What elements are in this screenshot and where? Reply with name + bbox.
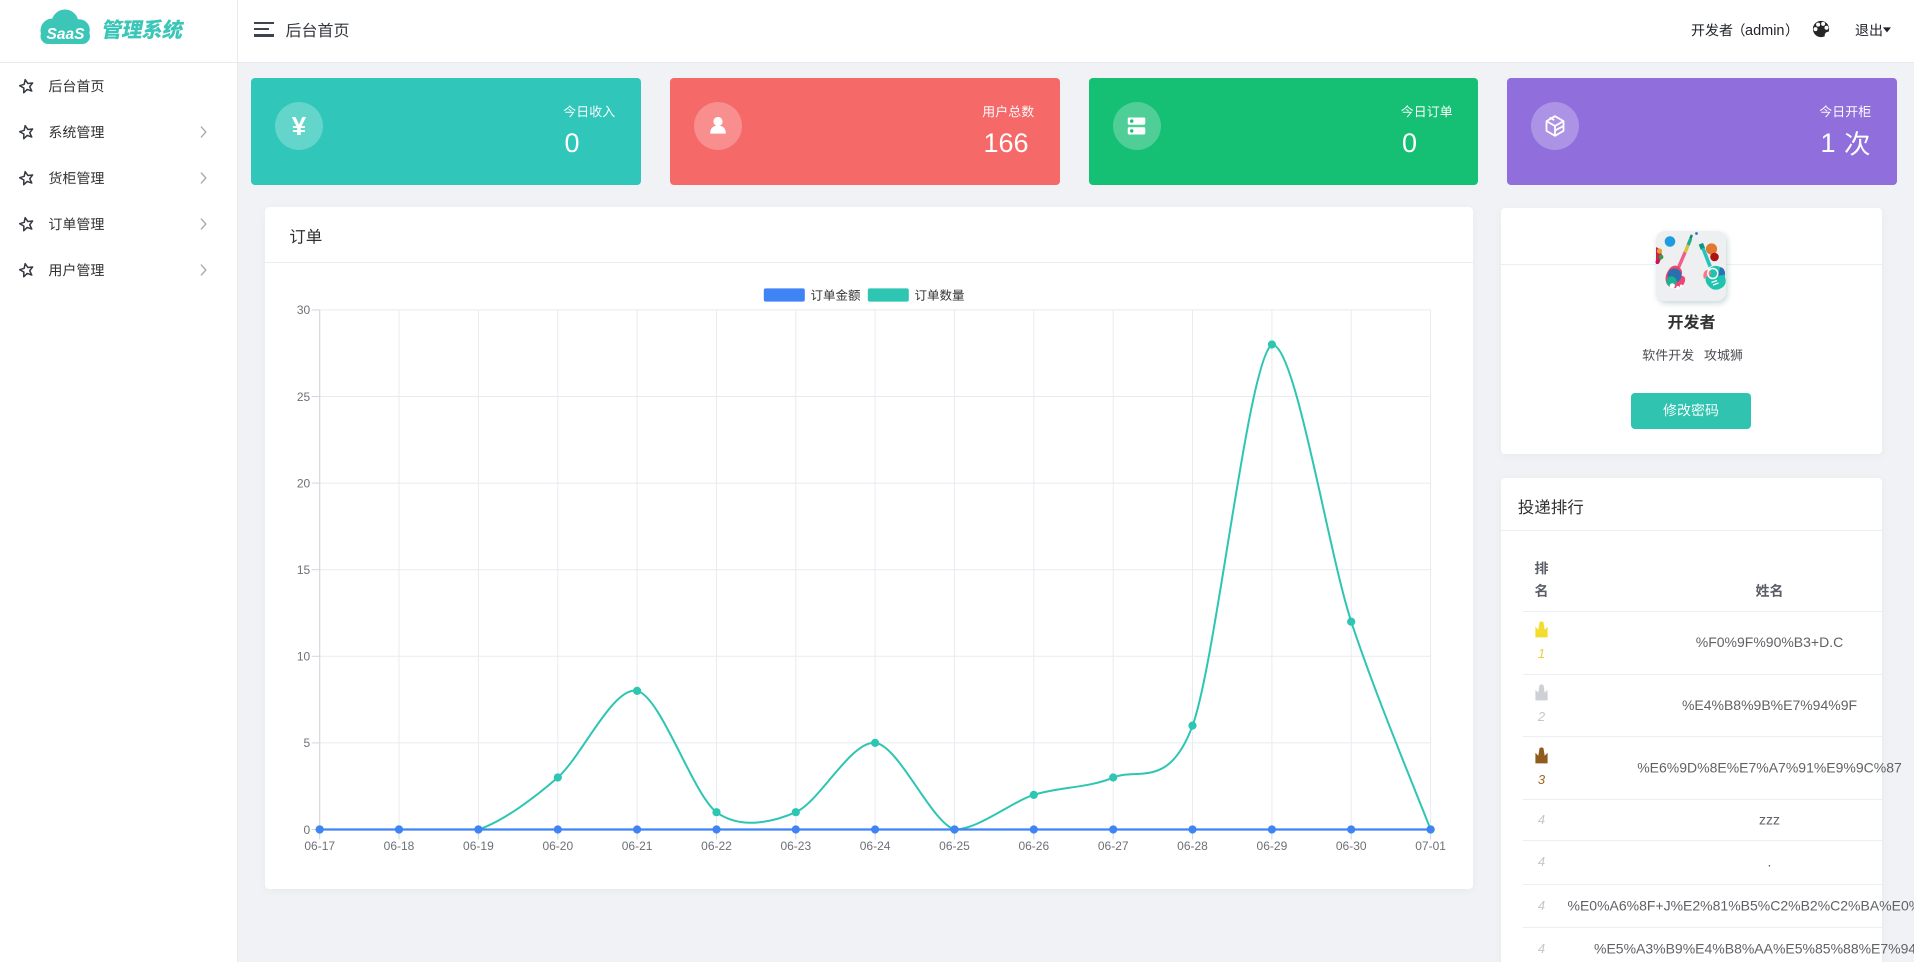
svg-text:admin: admin: [1745, 23, 1785, 39]
svg-text:%E6%9D%8E%E7%A7%91%E9%9C%87: %E6%9D%8E%E7%A7%91%E9%9C%87: [1637, 760, 1902, 776]
svg-text:06-28: 06-28: [1177, 839, 1208, 853]
svg-text:06-24: 06-24: [860, 839, 891, 853]
svg-text:0: 0: [1402, 128, 1417, 158]
svg-text:4: 4: [1538, 812, 1545, 827]
svg-text:4: 4: [1538, 941, 1545, 956]
svg-text:06-26: 06-26: [1018, 839, 1049, 853]
svg-text:%E0%A6%8F+J%E2%81%B5%C2%B2%C2%: %E0%A6%8F+J%E2%81%B5%C2%B2%C2%BA%E0%A6%8…: [1568, 897, 1914, 913]
svg-text:4: 4: [1538, 854, 1545, 869]
svg-text:06-30: 06-30: [1336, 839, 1367, 853]
svg-text:06-17: 06-17: [304, 839, 335, 853]
svg-text:06-25: 06-25: [939, 839, 970, 853]
svg-text:4: 4: [1538, 898, 1545, 913]
svg-text:15: 15: [297, 563, 311, 577]
svg-text:20: 20: [297, 476, 311, 490]
svg-text:06-18: 06-18: [384, 839, 415, 853]
svg-text:07-01: 07-01: [1415, 839, 1446, 853]
svg-text:06-22: 06-22: [701, 839, 732, 853]
svg-text:5: 5: [304, 736, 311, 750]
svg-text:0: 0: [304, 823, 311, 837]
svg-text:%E4%B8%9B%E7%94%9F: %E4%B8%9B%E7%94%9F: [1682, 697, 1857, 713]
svg-text:30: 30: [297, 303, 311, 317]
svg-text:06-27: 06-27: [1098, 839, 1129, 853]
svg-text:0: 0: [565, 128, 580, 158]
svg-text:zzz: zzz: [1759, 811, 1780, 827]
svg-text:06-23: 06-23: [780, 839, 811, 853]
svg-text:06-29: 06-29: [1257, 839, 1288, 853]
svg-text:166: 166: [984, 128, 1029, 158]
svg-text:06-21: 06-21: [622, 839, 653, 853]
svg-text:06-20: 06-20: [542, 839, 573, 853]
svg-text:1: 1: [1538, 646, 1545, 661]
svg-text:10: 10: [297, 650, 311, 664]
svg-text:%F0%9F%90%B3+D.C: %F0%9F%90%B3+D.C: [1696, 634, 1843, 650]
svg-text:.: .: [1768, 854, 1772, 870]
svg-text:2: 2: [1537, 709, 1546, 724]
svg-text:1: 1: [1821, 128, 1836, 158]
svg-text:25: 25: [297, 390, 311, 404]
svg-text:%E5%A3%B9%E4%B8%AA%E5%85%88%E7: %E5%A3%B9%E4%B8%AA%E5%85%88%E7%94%9F%E5%…: [1594, 941, 1914, 957]
svg-text:¥: ¥: [292, 111, 307, 141]
svg-text:06-19: 06-19: [463, 839, 494, 853]
svg-text:SaaS: SaaS: [47, 26, 86, 43]
svg-text:3: 3: [1538, 772, 1546, 787]
